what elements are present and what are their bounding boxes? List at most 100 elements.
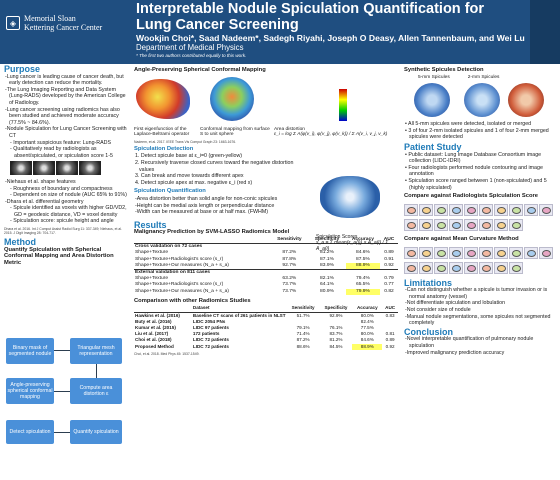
nodule-thumbnail <box>479 262 493 275</box>
table-cell: 77.5% <box>360 324 374 330</box>
table-cell: LIDC 2054 PNs <box>192 318 226 324</box>
nodule-thumbnail <box>524 203 538 216</box>
quant-item: -Area distortion better than solid angle… <box>135 195 278 202</box>
malignancy-table: Sensitivity Specificity Accuracy AUC Cross … <box>134 237 398 295</box>
limitation-item: -Manual nodule segmentations, some spicu… <box>405 313 551 327</box>
compare-curvature-heading: Compare against Mean Curvature Method <box>404 235 519 242</box>
nodule-thumbnail <box>509 203 523 216</box>
nodule-thumbnail <box>494 203 508 216</box>
nodule-thumbnail <box>539 203 553 216</box>
table-cell: LIDC 72 patients <box>192 337 229 343</box>
eigenfunction-figure <box>136 78 190 119</box>
equal-contribution-note: * The first two authors contributed equa… <box>136 53 247 58</box>
nodule-thumbnail <box>404 246 418 259</box>
nodule-thumbnail <box>464 246 478 259</box>
table-cell: 83.7% <box>329 331 343 337</box>
flow-box-mesh: Triangular mesh representation <box>70 338 122 364</box>
nodule-thumbnail <box>404 203 418 216</box>
table-cell: 0.89 <box>384 250 394 256</box>
mapping-heading: Angle-Preserving Spherical Conformal Map… <box>134 67 266 73</box>
table-row: Liu et al. (2017) 172 patients 71.4% 83.7% 8… <box>134 331 398 337</box>
patient-heading: Patient Study <box>404 141 462 152</box>
table-cell: 79.9% <box>345 288 380 295</box>
caption-eigenfunction: First eigenfunction of the Laplace-Beltr… <box>134 126 190 138</box>
limitation-item: -Not consider size of nodule <box>405 307 471 314</box>
purpose-subitem: - Qualitatively read by radiologists as … <box>10 146 113 159</box>
curvature-grid <box>404 246 556 278</box>
table-cell: 88.6% <box>296 343 310 349</box>
synthetic-item: • 3 of four 2-mm isolated spicules and 1… <box>405 127 549 141</box>
patient-item: • Four radiologists performed nodule con… <box>405 164 543 178</box>
purpose-subitem: - Spicule identified as voxels with high… <box>10 205 127 218</box>
detection-step: 4. Detect spicule apex at max. negative … <box>135 179 253 186</box>
nodule-thumbnail <box>509 262 523 275</box>
nodule-thumbnail <box>494 219 508 232</box>
table-row: Shape+Texture+Our measures (N_a + s_a) 92… <box>134 262 398 270</box>
table-cell: 88.9% <box>345 262 380 270</box>
nodule-thumbnail <box>419 262 433 275</box>
purpose-item: -Dhara et al. differential geometry <box>5 198 84 205</box>
authors: Wookjin Choi*, Saad Nadeem*, Sadegh Riya… <box>136 33 525 43</box>
purpose-subitem: - Important suspicious feature: Lung-RAD… <box>10 139 111 146</box>
purpose-item: -The Lung Imaging Reporting and Data Sys… <box>5 86 126 106</box>
nodule-thumbnail <box>464 203 478 216</box>
table-cell: 0.81 <box>385 331 395 337</box>
table-cell: 0.89 <box>385 337 395 343</box>
nodule-thumbnail <box>404 219 418 232</box>
table-row: Choi et al. (2018) LIDC 72 patients 87.2% 8… <box>134 337 398 343</box>
table-cell: 92.7% <box>282 262 297 268</box>
purpose-item: -Lung cancer is leading cause of cancer … <box>5 73 124 87</box>
results-heading: Results <box>134 219 167 230</box>
table-cell: 87.2% <box>282 250 297 256</box>
distortion-formula: ε_i = log Σ A(φ(v_i), φ(v_j), φ(v_k)) / … <box>274 132 388 138</box>
flow-arrow <box>54 350 70 351</box>
flow-arrow <box>96 364 97 378</box>
table-cell: Hawkins et al. (2016) <box>135 312 180 318</box>
flow-arrow <box>54 432 70 433</box>
table-cell: 0.79 <box>384 276 394 282</box>
nodule-thumbnail <box>479 246 493 259</box>
table-cell: 87.1% <box>320 256 334 262</box>
nodule-image <box>79 161 101 176</box>
table-cell: 73.7% <box>282 282 297 288</box>
institution-logo: ◈ Memorial Sloan Kettering Cancer Center <box>6 14 104 32</box>
conclusion-heading: Conclusion <box>404 326 453 337</box>
patient-item: • Public dataset: Lung Image Database Co… <box>405 151 542 165</box>
table-cell: 80.9% <box>320 288 334 294</box>
nodule-thumbnail <box>434 219 448 232</box>
synthetic-heading: Synthetic Spicules Detection <box>404 67 484 73</box>
label-2mm: 2-mm Spicules <box>467 74 500 80</box>
table-row: Shape+Texture+Radiologist's score (s_r) 8… <box>134 257 398 263</box>
nodule-thumbnail <box>509 246 523 259</box>
poster-header: ◈ Memorial Sloan Kettering Cancer Center… <box>0 0 560 64</box>
table-cell: 63.2% <box>282 276 297 282</box>
score-formula: s_a = Σ mean(ε_a(i)) × A_a(i) / Σ A_a(i) <box>316 240 389 252</box>
nodule-thumbnail <box>434 203 448 216</box>
detection-heading: Spiculation Detection <box>134 145 194 152</box>
table-cell: Shape+Texture+Our measures (N_a + s_a) <box>135 262 229 268</box>
table-cell: 0.77 <box>384 282 394 288</box>
left-column: Purpose -Lung cancer is leading cause of… <box>4 65 128 267</box>
detection-step: 3. Can break and move towards different … <box>135 173 244 180</box>
department: Department of Medical Physics <box>136 43 244 52</box>
table-cell: 92.9% <box>329 312 343 318</box>
nodule-thumbnail <box>464 262 478 275</box>
caption-conformal: Conformal mapping from surface S to unit… <box>200 126 270 138</box>
table-cell: 76.1% <box>329 324 343 330</box>
nodule-thumbnail <box>509 219 523 232</box>
mapping-captions: First eigenfunction of the Laplace-Beltr… <box>134 127 398 138</box>
table-cell: 64.1% <box>320 282 334 288</box>
table-cell: 82.4% <box>360 318 374 324</box>
compare-radiologists-heading: Compare against Radiologists Spiculation… <box>404 193 538 200</box>
table-cell: 83.9% <box>320 262 334 268</box>
table-row: Shape+Texture 87.2% 81.2% 84.6% 0.89 <box>134 250 398 256</box>
logo-mark-icon: ◈ <box>6 16 20 30</box>
nodule-thumbnail <box>419 203 433 216</box>
spicule-detection-figure <box>320 176 380 218</box>
nodule-image <box>56 161 78 176</box>
detection-step: 1. Detect spicule base at ε_i=0 (green-y… <box>135 153 243 160</box>
comparison-heading: Comparison with other Radiomics Studies <box>134 297 251 304</box>
score-label: Spiculation Scores <box>316 234 358 240</box>
table-cell: Buty et al. (2016) <box>135 318 172 324</box>
conformal-sphere-figure <box>210 76 254 121</box>
